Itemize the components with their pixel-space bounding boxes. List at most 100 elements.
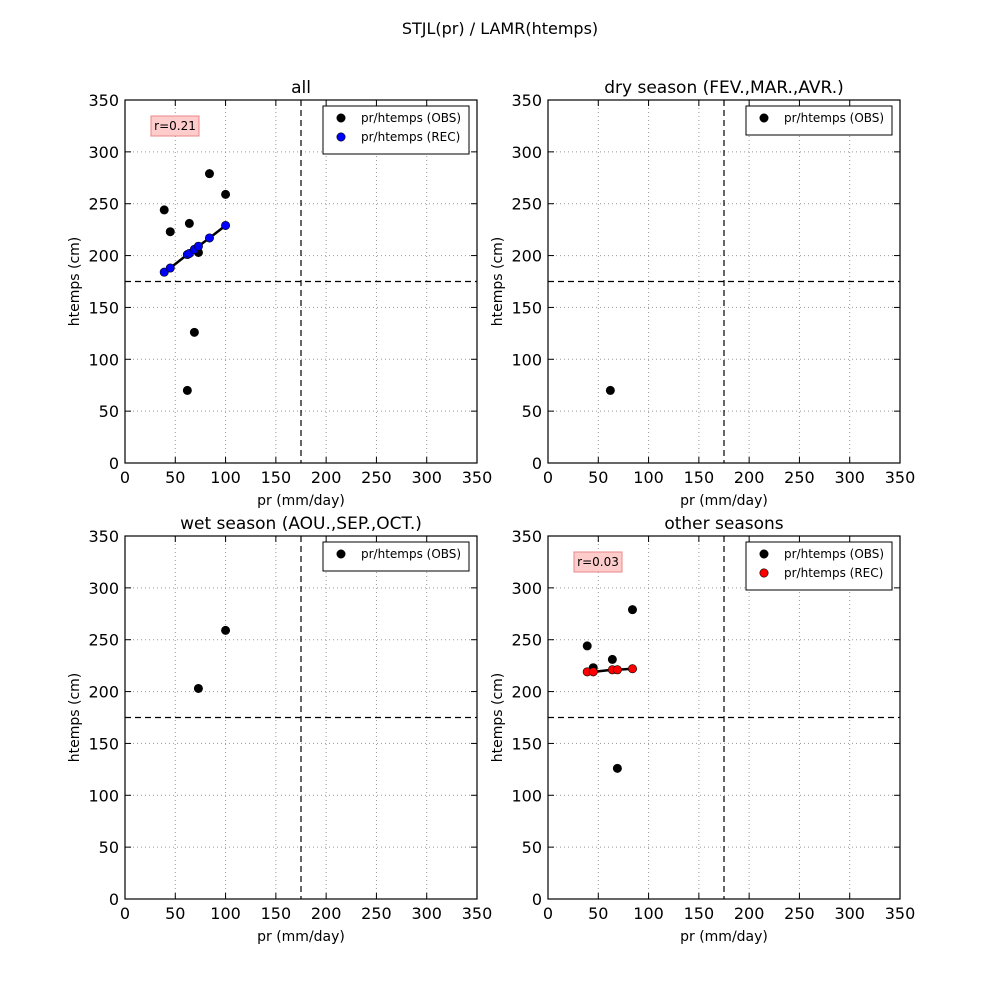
y-tick-label: 50 <box>522 838 542 857</box>
y-tick-label: 300 <box>511 579 542 598</box>
legend-box <box>745 541 893 591</box>
plot-frame <box>124 99 478 464</box>
obs-point <box>193 683 203 693</box>
plot-frame <box>124 535 478 900</box>
y-axis-label: htemps (cm) <box>67 673 83 763</box>
x-tick-label: 150 <box>261 904 292 923</box>
r-annotation-text: r=0.21 <box>154 119 196 133</box>
y-axis-label: htemps (cm) <box>67 237 83 327</box>
x-tick-label: 200 <box>734 904 765 923</box>
y-tick-label: 250 <box>511 195 542 214</box>
x-tick-label: 350 <box>462 904 493 923</box>
obs-point <box>182 385 192 395</box>
obs-point <box>605 385 615 395</box>
x-tick-label: 300 <box>834 468 865 487</box>
r-annotation-box <box>573 551 623 573</box>
y-tick-label: 100 <box>88 786 119 805</box>
y-tick-label: 300 <box>511 143 542 162</box>
y-tick-label: 200 <box>511 247 542 266</box>
x-tick-label: 300 <box>834 904 865 923</box>
y-tick-label: 100 <box>511 786 542 805</box>
y-tick-label: 350 <box>511 527 542 546</box>
y-tick-label: 250 <box>88 195 119 214</box>
obs-point <box>189 327 199 337</box>
obs-point <box>221 625 231 635</box>
y-tick-label: 50 <box>522 402 542 421</box>
obs-point <box>627 605 637 615</box>
subplot-4: 0 50 100 150 200 250 300 350 0 50 100 150 200 250 300 3… <box>490 514 915 945</box>
y-tick-label: 50 <box>99 402 119 421</box>
legend-label: pr/htemps (OBS) <box>361 547 461 561</box>
y-tick-label: 0 <box>532 454 542 473</box>
figure-title: STJL(pr) / LAMR(htemps) <box>402 19 598 38</box>
y-tick-label: 150 <box>88 298 119 317</box>
y-tick-label: 0 <box>532 890 542 909</box>
x-tick-label: 250 <box>784 904 815 923</box>
y-tick-label: 200 <box>511 683 542 702</box>
r-annotation-box <box>150 115 200 137</box>
x-tick-label: 0 <box>120 468 130 487</box>
y-tick-label: 0 <box>109 454 119 473</box>
x-tick-label: 350 <box>885 904 916 923</box>
legend: pr/htemps (OBS) pr/htemps (REC) <box>322 105 470 155</box>
rec-point <box>165 263 175 273</box>
subplot-title: other seasons <box>664 514 783 534</box>
legend-label: pr/htemps (OBS) <box>784 111 884 125</box>
x-tick-label: 200 <box>311 904 342 923</box>
y-tick-label: 250 <box>511 631 542 650</box>
legend-label: pr/htemps (OBS) <box>361 111 461 125</box>
legend-box <box>322 105 470 155</box>
rec-point <box>193 241 203 251</box>
rec-point <box>221 220 231 230</box>
x-tick-label: 0 <box>543 904 553 923</box>
subplot-1: 0 50 100 150 200 250 300 350 0 50 100 150 200 250 300 3… <box>67 78 492 509</box>
y-tick-label: 200 <box>88 683 119 702</box>
y-tick-label: 350 <box>88 527 119 546</box>
y-tick-label: 0 <box>109 890 119 909</box>
y-tick-label: 300 <box>88 143 119 162</box>
legend: pr/htemps (OBS) <box>322 541 470 572</box>
y-tick-label: 200 <box>88 247 119 266</box>
obs-point <box>204 169 214 179</box>
plot-frame <box>547 99 901 464</box>
x-tick-label: 150 <box>684 468 715 487</box>
rec-point <box>204 233 214 243</box>
x-axis-label: pr (mm/day) <box>257 929 345 945</box>
x-axis-label: pr (mm/day) <box>257 493 345 509</box>
x-tick-label: 100 <box>210 468 241 487</box>
x-tick-label: 300 <box>411 904 442 923</box>
x-axis-label: pr (mm/day) <box>680 929 768 945</box>
legend-marker <box>336 113 346 123</box>
obs-point <box>582 641 592 651</box>
y-tick-label: 350 <box>511 91 542 110</box>
subplot-3: 0 50 100 150 200 250 300 350 0 50 100 150 200 250 300 3… <box>67 514 492 945</box>
legend-box <box>322 541 470 572</box>
legend-box <box>745 105 893 136</box>
obs-point <box>184 218 194 228</box>
y-axis-label: htemps (cm) <box>490 237 506 327</box>
rec-point <box>612 665 622 675</box>
x-tick-label: 150 <box>684 904 715 923</box>
y-tick-label: 350 <box>88 91 119 110</box>
obs-point <box>159 205 169 215</box>
y-axis-label: htemps (cm) <box>490 673 506 763</box>
legend: pr/htemps (OBS) <box>745 105 893 136</box>
x-tick-label: 250 <box>361 468 392 487</box>
x-tick-label: 0 <box>543 468 553 487</box>
subplot-title: dry season (FEV.,MAR.,AVR.) <box>604 78 844 98</box>
r-annotation-text: r=0.03 <box>577 555 619 569</box>
legend-marker <box>759 113 769 123</box>
x-tick-label: 250 <box>361 904 392 923</box>
x-tick-label: 50 <box>588 904 608 923</box>
legend-marker <box>336 549 346 559</box>
x-tick-label: 200 <box>734 468 765 487</box>
legend-label: pr/htemps (OBS) <box>784 547 884 561</box>
x-tick-label: 100 <box>633 468 664 487</box>
legend-marker <box>759 549 769 559</box>
subplot-2: 0 50 100 150 200 250 300 350 0 50 100 150 200 250 300 3… <box>490 78 915 509</box>
obs-point <box>612 763 622 773</box>
x-tick-label: 0 <box>120 904 130 923</box>
subplot-title: wet season (AOU.,SEP.,OCT.) <box>180 514 422 534</box>
y-tick-label: 150 <box>88 734 119 753</box>
